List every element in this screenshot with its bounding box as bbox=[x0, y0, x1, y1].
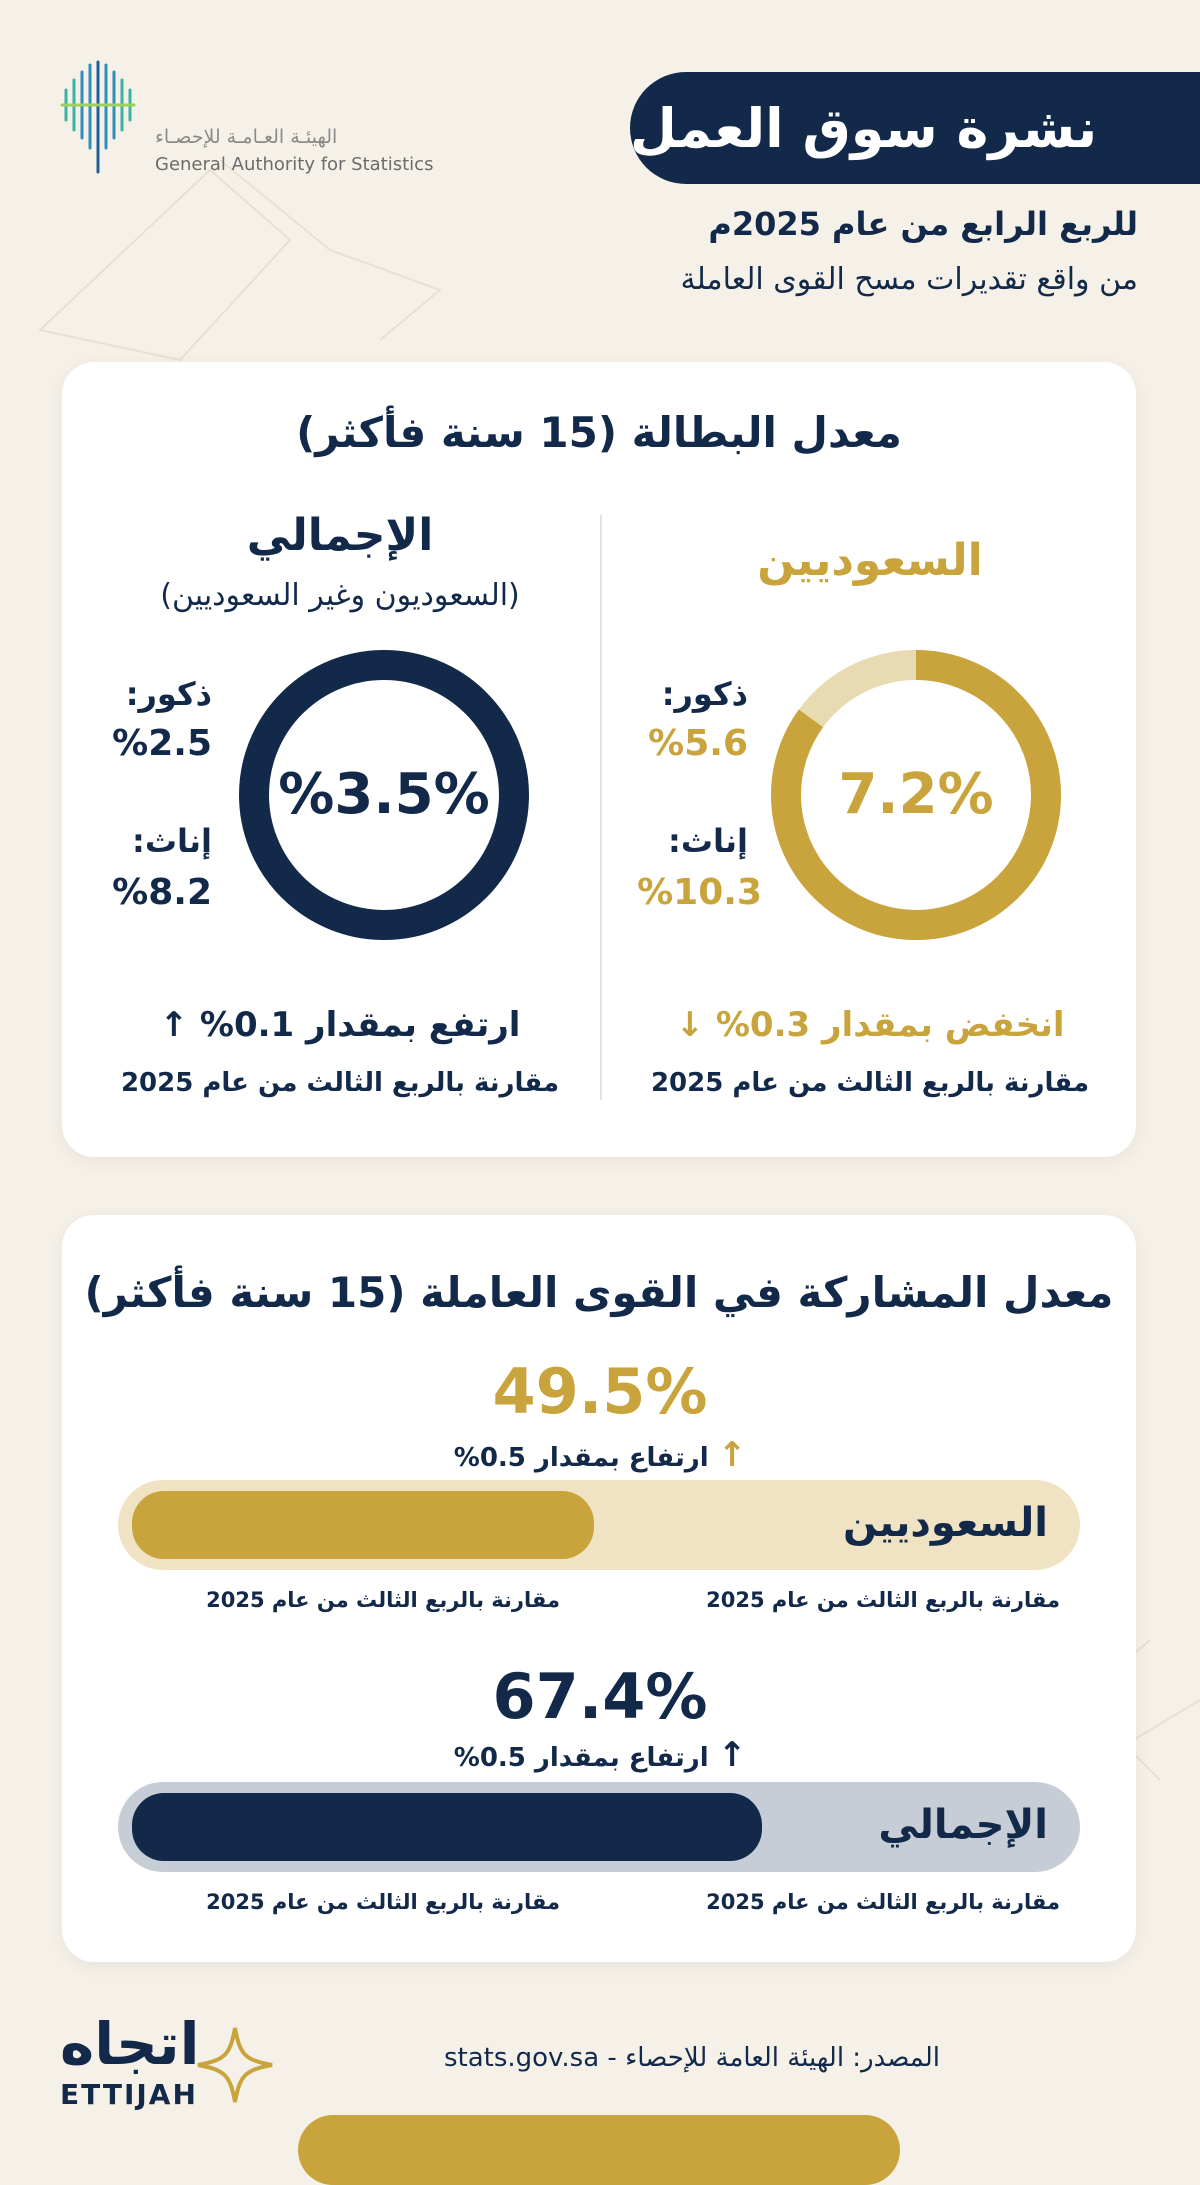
unemployment-title: معدل البطالة (15 سنة فأكثر) bbox=[296, 408, 902, 457]
total-column-subtitle: (السعوديون وغير السعوديين) bbox=[160, 578, 520, 613]
logo-english-text: General Authority for Statistics bbox=[155, 154, 434, 175]
total-participation-change-label: ارتفاع بمقدار 0.5% bbox=[453, 1743, 709, 1773]
saudi-female-label: إناث: bbox=[668, 822, 748, 860]
total-change-text: ارتفع بمقدار 0.1% ↑ bbox=[110, 1005, 570, 1045]
total-participation-label: الإجمالي bbox=[878, 1802, 1048, 1848]
total-column-title: الإجمالي bbox=[246, 510, 434, 561]
saudi-female-value: %10.3 bbox=[637, 872, 762, 913]
total-participation-bar bbox=[132, 1793, 762, 1861]
total-female-value: %8.2 bbox=[112, 872, 212, 913]
saudi-participation-bar bbox=[132, 1491, 595, 1559]
source-text: المصدر: الهيئة العامة للإحصاء - stats.go… bbox=[443, 2043, 940, 2073]
total-participation-change: ↑ ارتفاع بمقدار 0.5% bbox=[400, 1735, 800, 1775]
ettijah-logo-arabic: اتجاه bbox=[60, 2010, 200, 2078]
saudi-donut-arc bbox=[771, 650, 1061, 940]
arrow-up-icon: ↑ bbox=[717, 1735, 747, 1775]
saudi-change-text: انخفض بمقدار 0.3% ↓ bbox=[640, 1005, 1100, 1045]
saudi-unemployment-donut bbox=[771, 650, 1061, 940]
saudi-participation-change-label: ارتفاع بمقدار 0.5% bbox=[453, 1443, 709, 1473]
saudi-compare-right: مقارنة بالربع الثالث من عام 2025 bbox=[706, 1588, 1060, 1612]
participation-title: معدل المشاركة في القوى العاملة (15 سنة ف… bbox=[84, 1268, 1114, 1317]
total-participation-value: 67.4% bbox=[492, 1660, 708, 1733]
card-divider bbox=[600, 515, 602, 1100]
saudi-column-title: السعوديين bbox=[757, 535, 983, 586]
total-compare-left: مقارنة بالربع الثالث من عام 2025 bbox=[206, 1890, 560, 1914]
total-change-label: ارتفع بمقدار 0.1% bbox=[199, 1005, 521, 1045]
total-compare-right: مقارنة بالربع الثالث من عام 2025 bbox=[706, 1890, 1060, 1914]
arrow-up-icon: ↑ bbox=[159, 1005, 189, 1045]
page-title: نشرة سوق العمل bbox=[630, 72, 1200, 184]
subtitle-source: من واقع تقديرات مسح القوى العاملة bbox=[680, 262, 1138, 297]
saudi-compare-text: مقارنة بالربع الثالث من عام 2025 bbox=[650, 1068, 1090, 1098]
ettijah-logo-english: ETTIJAH bbox=[60, 2078, 198, 2111]
star-icon bbox=[197, 2027, 273, 2103]
saudi-change-label: انخفض بمقدار 0.3% bbox=[715, 1005, 1065, 1045]
total-male-value: %2.5 bbox=[112, 723, 212, 764]
total-compare-text: مقارنة بالربع الثالث من عام 2025 bbox=[120, 1068, 560, 1098]
total-rate-text: %3.5% bbox=[278, 762, 490, 827]
total-donut-ring bbox=[239, 650, 529, 940]
total-unemployment-donut bbox=[239, 650, 529, 940]
bottom-bar bbox=[298, 2115, 900, 2185]
saudi-participation-change: ↑ ارتفاع بمقدار 0.5% bbox=[400, 1435, 800, 1475]
total-female-label: إناث: bbox=[132, 822, 212, 860]
total-male-label: ذكور: bbox=[125, 675, 212, 713]
saudi-rate-text: 7.2% bbox=[838, 762, 994, 827]
subtitle-quarter: للربع الرابع من عام 2025م bbox=[708, 205, 1138, 243]
unemployment-card bbox=[62, 362, 1136, 1157]
saudi-participation-value: 49.5% bbox=[492, 1355, 708, 1428]
gastat-logo-icon bbox=[60, 60, 136, 174]
saudi-compare-left: مقارنة بالربع الثالث من عام 2025 bbox=[206, 1588, 560, 1612]
logo-arabic-text: الهيئـة العـامـة للإحصـاء bbox=[155, 126, 338, 148]
saudi-male-value: %5.6 bbox=[648, 723, 748, 764]
arrow-down-icon: ↓ bbox=[675, 1005, 704, 1045]
arrow-up-icon: ↑ bbox=[717, 1435, 747, 1475]
saudi-participation-label: السعوديين bbox=[843, 1500, 1048, 1546]
saudi-male-label: ذكور: bbox=[661, 675, 748, 713]
